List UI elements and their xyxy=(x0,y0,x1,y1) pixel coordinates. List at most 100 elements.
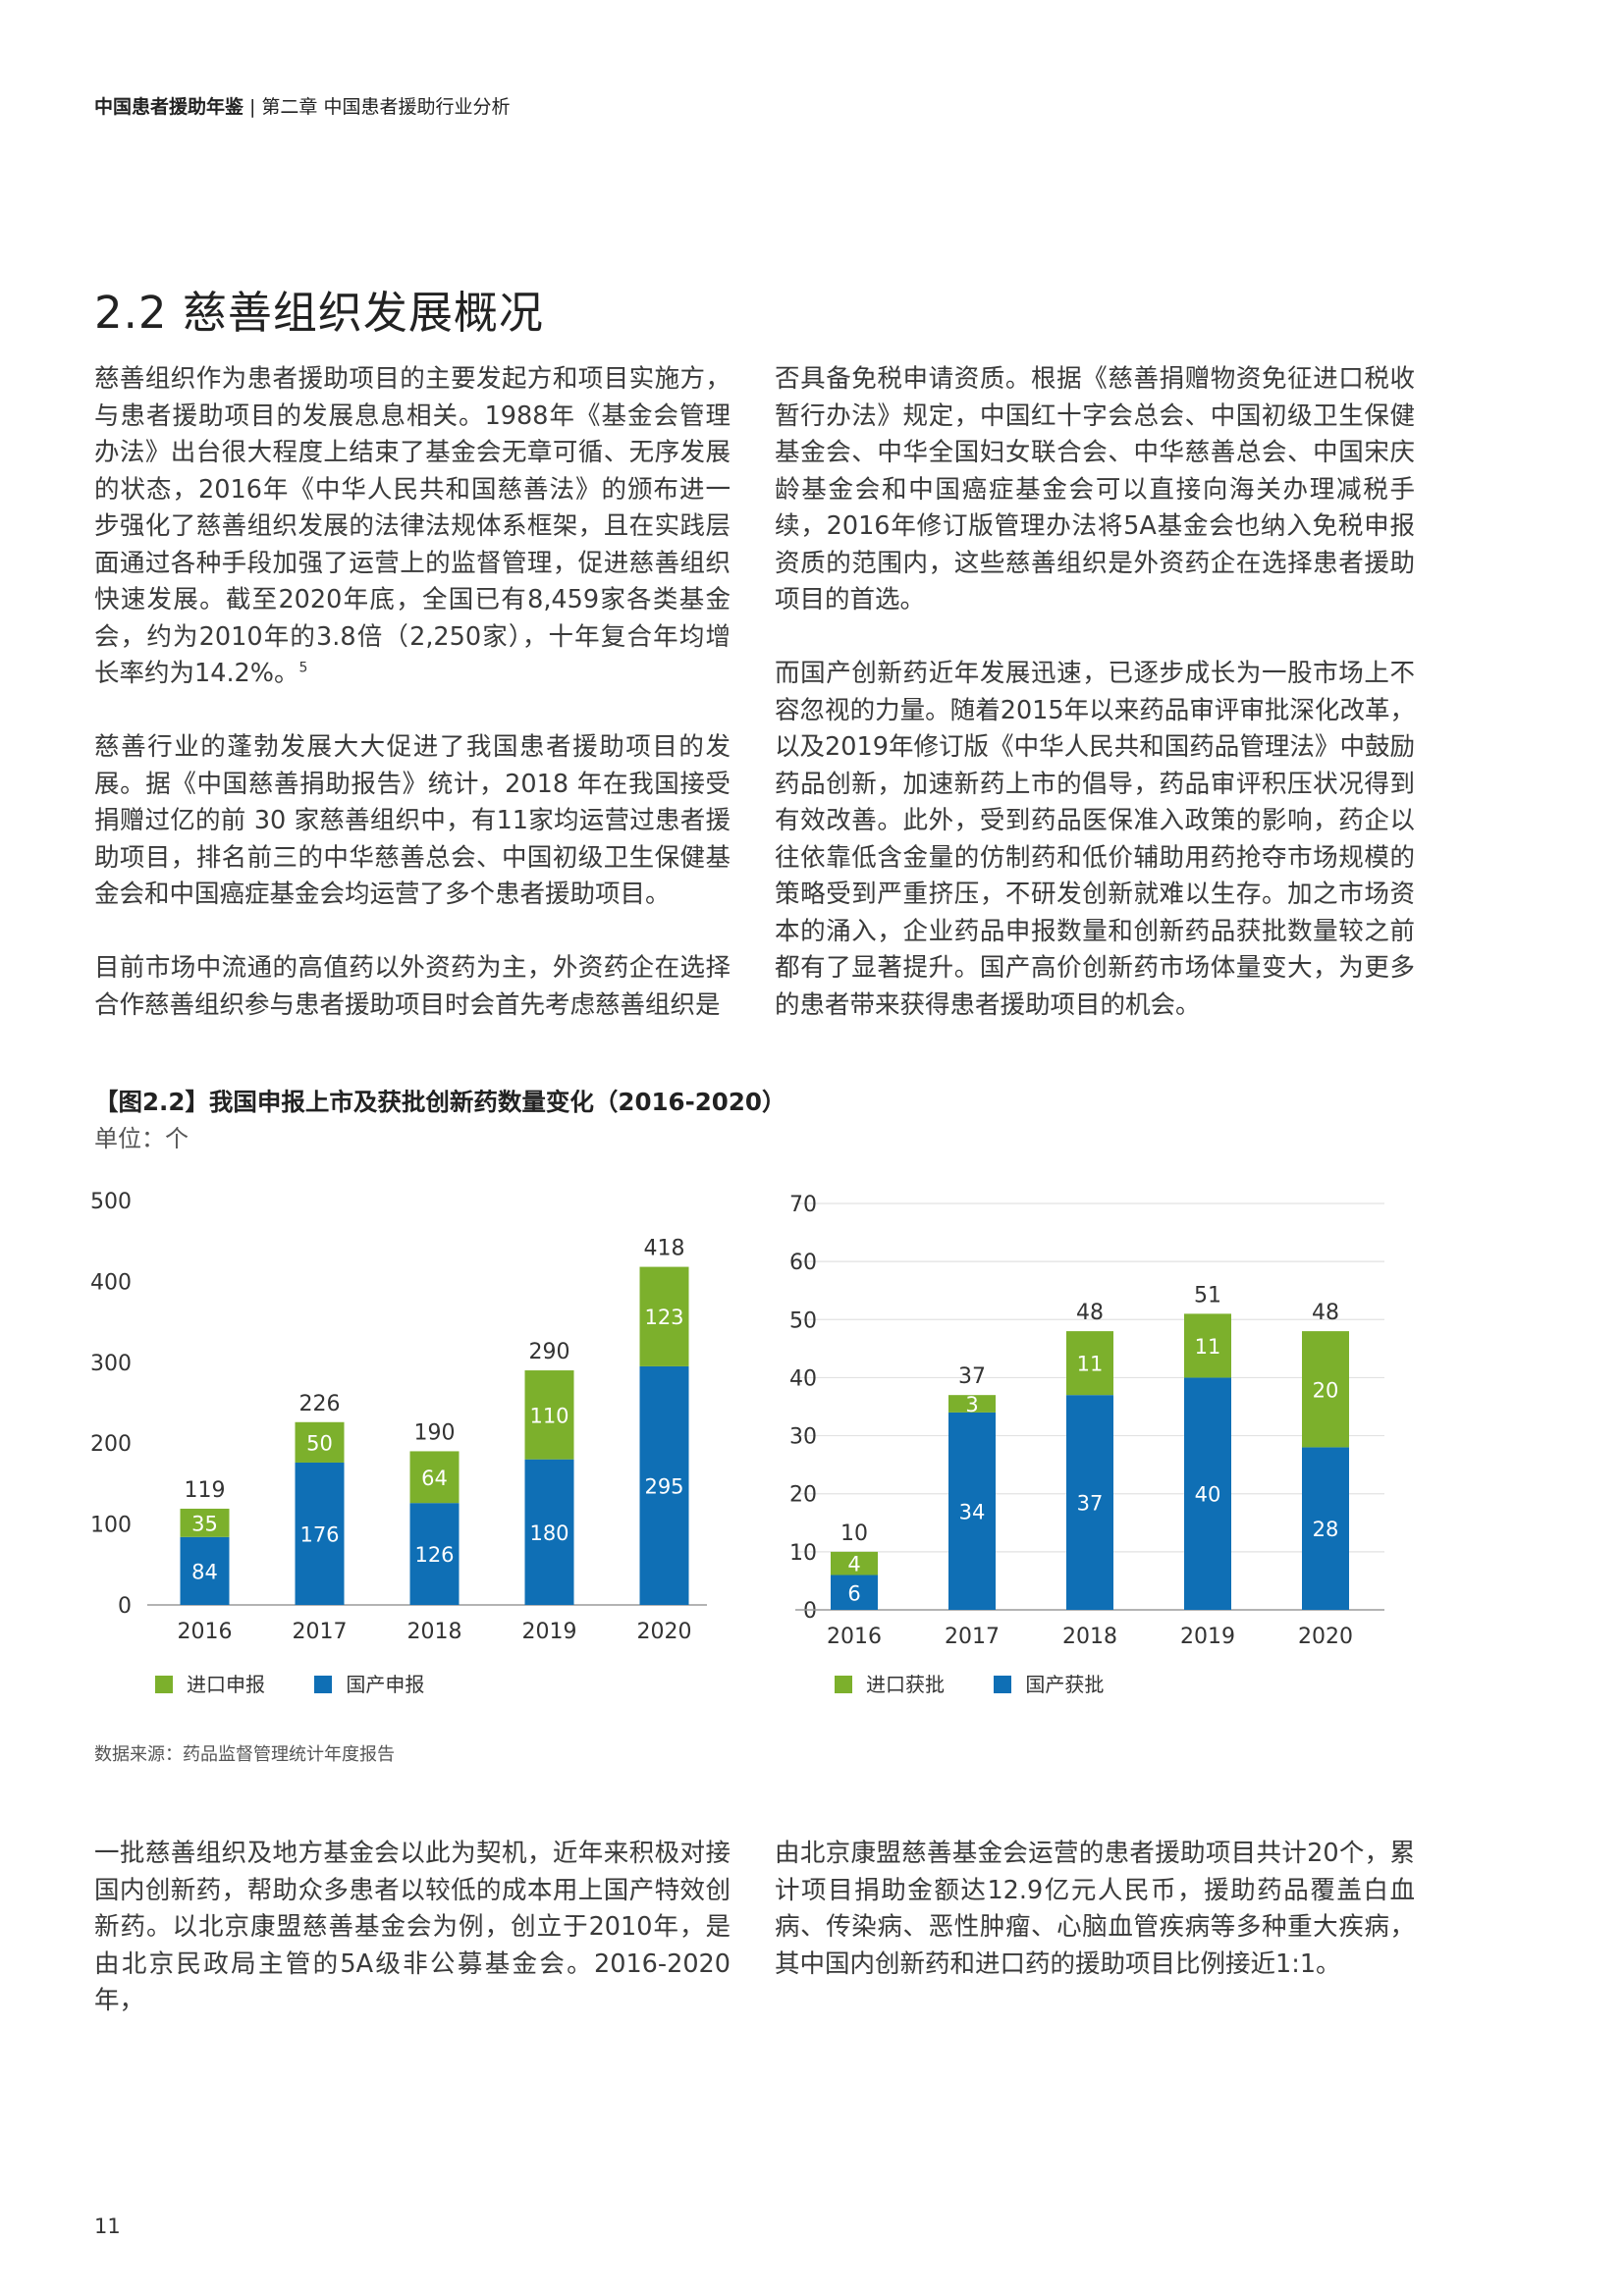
running-header: 中国患者援助年鉴 | 第二章 中国患者援助行业分析 xyxy=(94,92,510,119)
total-label: 119 xyxy=(185,1478,226,1503)
bottom-left-column: 一批慈善组织及地方基金会以此为契机，近年来积极对接国内创新药，帮助众多患者以较低… xyxy=(94,1836,731,2020)
left-paragraph-2: 慈善行业的蓬勃发展大大促进了我国患者援助项目的发展。据《中国慈善捐助报告》统计，… xyxy=(94,732,731,909)
y-tick-label: 100 xyxy=(90,1514,132,1538)
data-label-domestic: 84 xyxy=(191,1560,218,1583)
x-tick-label: 2020 xyxy=(1298,1625,1353,1644)
bar-domestic xyxy=(831,1575,878,1610)
bar-imported xyxy=(524,1370,574,1460)
y-tick-label: 0 xyxy=(118,1594,132,1619)
y-tick-label: 400 xyxy=(90,1270,132,1295)
bottom-left-paragraph: 一批慈善组织及地方基金会以此为契机，近年来积极对接国内创新药，帮助众多患者以较低… xyxy=(94,1839,731,2015)
data-label-imported: 35 xyxy=(191,1512,218,1535)
x-tick-label: 2016 xyxy=(178,1620,233,1644)
total-label: 226 xyxy=(299,1392,341,1416)
footnote-marker: 5 xyxy=(298,660,308,676)
section-title: 2.2 慈善组织发展概况 xyxy=(94,287,544,339)
x-tick-label: 2018 xyxy=(1062,1625,1117,1644)
legend-label-domestic: 国产申报 xyxy=(346,1673,425,1696)
y-tick-label: 40 xyxy=(789,1366,817,1391)
legend-item-imported: 进口申报 xyxy=(155,1669,265,1697)
right-paragraph-2: 而国产创新药近年发展迅速，已逐步成长为一股市场上不容忽视的力量。随着2015年以… xyxy=(775,659,1415,1020)
figure-unit: 单位：个 xyxy=(94,1125,189,1152)
bar-domestic xyxy=(295,1462,345,1605)
bar-domestic xyxy=(180,1536,230,1605)
total-label: 190 xyxy=(414,1420,456,1445)
data-label-domestic: 176 xyxy=(299,1522,339,1546)
y-tick-label: 60 xyxy=(789,1251,817,1275)
data-label-domestic: 6 xyxy=(847,1581,860,1605)
data-label-domestic: 126 xyxy=(414,1543,454,1567)
total-label: 418 xyxy=(644,1237,685,1261)
y-tick-label: 50 xyxy=(789,1308,817,1333)
legend-applications: 进口申报 国产申报 xyxy=(155,1669,467,1697)
data-label-domestic: 295 xyxy=(644,1474,683,1498)
bar-domestic xyxy=(524,1459,574,1605)
data-label-domestic: 40 xyxy=(1195,1483,1221,1507)
bar-domestic xyxy=(639,1365,689,1605)
x-tick-label: 2020 xyxy=(637,1620,692,1644)
bar-imported xyxy=(180,1508,230,1537)
legend-item-domestic-approved: 国产获批 xyxy=(994,1669,1104,1697)
right-column: 否具备免税申请资质。根据《慈善捐赠物资免征进口税收暂行办法》规定，中国红十字会总… xyxy=(775,361,1415,1024)
legend-label-imported: 进口申报 xyxy=(187,1673,265,1696)
x-tick-label: 2019 xyxy=(522,1620,577,1644)
bar-imported xyxy=(1302,1331,1349,1448)
left-paragraph-1: 慈善组织作为患者援助项目的主要发起方和项目实施方，与患者援助项目的发展息息相关。… xyxy=(94,361,731,693)
bar-imported xyxy=(639,1266,689,1366)
y-tick-label: 300 xyxy=(90,1352,132,1376)
x-tick-label: 2016 xyxy=(827,1625,882,1644)
y-tick-label: 30 xyxy=(789,1425,817,1450)
total-label: 48 xyxy=(1076,1301,1104,1325)
x-tick-label: 2019 xyxy=(1180,1625,1235,1644)
data-label-domestic: 34 xyxy=(959,1500,986,1523)
total-label: 48 xyxy=(1312,1301,1339,1325)
data-label-imported: 11 xyxy=(1195,1335,1221,1359)
left-paragraph-1-text: 慈善组织作为患者援助项目的主要发起方和项目实施方，与患者援助项目的发展息息相关。… xyxy=(94,364,731,688)
data-label-imported: 11 xyxy=(1077,1353,1104,1376)
data-label-imported: 64 xyxy=(421,1467,448,1490)
legend-label-imported-approved: 进口获批 xyxy=(866,1673,945,1696)
bottom-right-paragraph: 由北京康盟慈善基金会运营的患者援助项目共计20个，累计项目捐助金额达12.9亿元… xyxy=(775,1839,1415,1979)
bar-imported xyxy=(831,1551,878,1575)
data-label-domestic: 28 xyxy=(1313,1518,1339,1541)
bar-imported xyxy=(295,1421,345,1463)
bar-domestic xyxy=(409,1503,460,1605)
bottom-right-column: 由北京康盟慈善基金会运营的患者援助项目共计20个，累计项目捐助金额达12.9亿元… xyxy=(775,1836,1415,1983)
legend-swatch-domestic xyxy=(314,1676,333,1693)
chart-approvals: 0 10 20 30 40 50 60 70 6 4 10 2016 34 3 37 2017 37 11 48 20… xyxy=(789,1193,1384,1644)
left-paragraph-3: 目前市场中流通的高值药以外资药为主，外资药企在选择合作慈善组织参与患者援助项目时… xyxy=(94,953,731,1020)
legend-approvals: 进口获批 国产获批 xyxy=(835,1669,1147,1697)
total-label: 10 xyxy=(840,1522,868,1546)
data-label-imported: 50 xyxy=(306,1431,333,1455)
total-label: 51 xyxy=(1194,1283,1221,1308)
left-column: 慈善组织作为患者援助项目的主要发起方和项目实施方，与患者援助项目的发展息息相关。… xyxy=(94,361,731,1024)
bar-domestic xyxy=(1184,1377,1231,1610)
data-label-domestic: 180 xyxy=(529,1522,568,1545)
figure-title: 【图2.2】我国申报上市及获批创新药数量变化（2016-2020） xyxy=(94,1088,786,1116)
bar-domestic xyxy=(1302,1447,1349,1610)
y-tick-label: 0 xyxy=(803,1599,817,1624)
y-tick-label: 20 xyxy=(789,1483,817,1508)
header-separator: | xyxy=(249,96,256,118)
bar-imported xyxy=(1184,1313,1231,1378)
legend-swatch-domestic-approved xyxy=(994,1676,1012,1693)
data-label-imported: 110 xyxy=(529,1404,568,1427)
data-label-imported: 4 xyxy=(847,1553,860,1576)
bar-domestic xyxy=(948,1412,996,1610)
bar-domestic xyxy=(1066,1395,1113,1610)
data-label-domestic: 37 xyxy=(1077,1492,1104,1516)
book-title: 中国患者援助年鉴 xyxy=(94,96,244,118)
bar-imported xyxy=(409,1451,460,1504)
legend-swatch-imported-approved xyxy=(835,1676,852,1693)
legend-label-domestic-approved: 国产获批 xyxy=(1025,1673,1105,1696)
x-tick-label: 2018 xyxy=(407,1620,462,1644)
data-label-imported: 3 xyxy=(965,1393,978,1416)
legend-item-domestic: 国产申报 xyxy=(314,1669,424,1697)
bar-imported xyxy=(1066,1331,1113,1396)
y-tick-label: 200 xyxy=(90,1432,132,1457)
data-label-imported: 20 xyxy=(1313,1378,1339,1402)
legend-item-imported-approved: 进口获批 xyxy=(835,1669,945,1697)
source-note: 数据来源：药品监督管理统计年度报告 xyxy=(94,1744,395,1765)
data-label-imported: 123 xyxy=(644,1306,683,1329)
x-tick-label: 2017 xyxy=(293,1620,348,1644)
